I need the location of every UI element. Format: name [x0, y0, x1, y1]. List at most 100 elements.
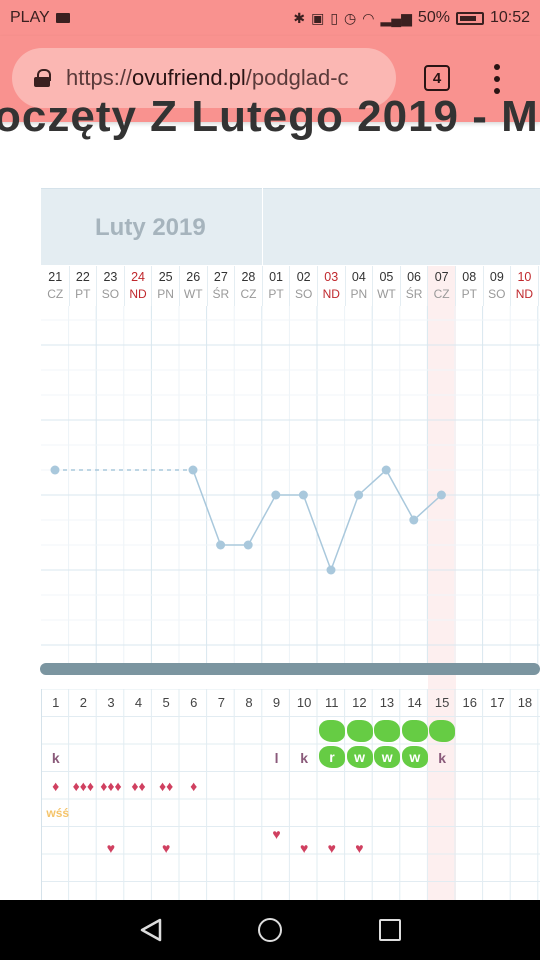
day-number: 07 [434, 270, 449, 284]
day-header-08[interactable]: 08 PT [456, 266, 484, 306]
day-number: 26 [186, 270, 201, 284]
back-icon[interactable] [140, 918, 162, 942]
cycle-day-number: 18 [517, 695, 533, 710]
mucus-blob-icon [346, 746, 373, 768]
day-number: 10 [517, 270, 532, 284]
day-header-28[interactable]: 28 CZ [235, 266, 263, 306]
bleeding-drop-icon: ♦♦♦ [72, 778, 95, 794]
heart-icon: ♥ [327, 840, 336, 856]
heart-icon: ♥ [272, 826, 281, 842]
url-text[interactable]: https://ovufriend.pl/podglad-c [66, 65, 349, 91]
day-weekday: ŚR [405, 287, 423, 301]
day-number: 21 [48, 270, 63, 284]
cycle-day-number: 11 [325, 695, 339, 710]
month-separator [262, 188, 263, 265]
cycle-day-number: 16 [462, 695, 477, 710]
day-header-03[interactable]: 03 ND [318, 266, 346, 306]
day-header-23[interactable]: 23 SO [97, 266, 125, 306]
carrier-label: PLAY [10, 9, 50, 26]
heart-icon: ♥ [299, 840, 309, 856]
day-weekday: SO [488, 287, 506, 301]
day-header-21[interactable]: 21 CZ [42, 266, 70, 306]
chart-point-21 [50, 465, 60, 475]
signal-icon: ▂▄▆ [380, 9, 412, 26]
day-number: 24 [131, 270, 145, 284]
cycle-day-number: 13 [379, 695, 395, 710]
mucus-blob-icon [319, 720, 345, 742]
chart-point-07 [436, 490, 446, 500]
battery-percent: 50% [417, 9, 450, 26]
wifi-icon: ◠ [362, 9, 375, 26]
home-icon[interactable] [258, 918, 282, 942]
day-header-04[interactable]: 04 PN [346, 266, 374, 306]
bleeding-drop-icon: ♦ [190, 778, 198, 794]
bleeding-drop-icon: ♦♦ [158, 778, 174, 794]
cycle-day-number: 4 [134, 695, 143, 710]
day-header-10[interactable]: 10 ND [511, 266, 539, 306]
horizontal-scrollbar[interactable] [40, 663, 540, 675]
day-number: 22 [75, 270, 90, 284]
day-header-06[interactable]: 06 ŚR [401, 266, 429, 306]
day-weekday: ND [322, 287, 340, 301]
status-bar: PLAY ✱ ▣ ▯ ◷ ◠ ▂▄▆ 50% 10:52 [0, 0, 540, 36]
bleeding-drop-icon: ♦♦ [131, 778, 146, 794]
mucus-blob-icon [346, 720, 373, 742]
month-header [41, 188, 540, 265]
day-number: 06 [407, 270, 421, 284]
cycle-day-number: 14 [407, 695, 422, 710]
chart-point-05 [381, 465, 391, 475]
day-header-25[interactable]: 25 PN [152, 266, 180, 306]
day-header-27[interactable]: 27 ŚR [208, 266, 236, 306]
day-weekday: PN [350, 287, 368, 301]
day-header-05[interactable]: 05 WT [373, 266, 401, 306]
blob-letter-w: w [381, 749, 393, 765]
cycle-day-number: 7 [217, 695, 225, 710]
heart-icon: ♥ [106, 840, 116, 856]
today-highlight-column [428, 266, 456, 900]
day-header-09[interactable]: 09 SO [484, 266, 512, 306]
alarm-icon: ◷ [344, 9, 357, 26]
day-header-24[interactable]: 24 ND [125, 266, 153, 306]
cycle-day-number: 12 [352, 695, 367, 710]
day-header-07[interactable]: 07 CZ [428, 266, 456, 306]
day-header-26[interactable]: 26 WT [180, 266, 208, 306]
day-weekday: CZ [433, 287, 450, 301]
cycle-day-number: 2 [79, 695, 87, 710]
chart-series-line [192, 468, 442, 573]
heart-icon: ♥ [161, 840, 171, 856]
day-weekday: CZ [47, 287, 64, 301]
vibrate-icon: ▯ [330, 9, 339, 26]
page-title: oczęty Z Lutego 2019 - Mack [0, 92, 540, 141]
recent-apps-icon[interactable] [379, 919, 401, 941]
cycle-day-number: 5 [162, 695, 170, 710]
chart-point-26 [188, 465, 198, 475]
address-bar[interactable]: https://ovufriend.pl/podglad-c [12, 48, 396, 108]
url-host: ovufriend.pl [132, 65, 246, 90]
mucus-blob-icon [401, 720, 428, 742]
mark-k: k [51, 750, 60, 766]
day-header-22[interactable]: 22 PT [70, 266, 98, 306]
overflow-menu-icon[interactable] [490, 64, 504, 94]
day-number: 09 [489, 270, 504, 284]
cycle-day-number: 8 [245, 695, 253, 710]
url-scheme: https:// [66, 65, 133, 90]
day-number: 25 [158, 270, 173, 284]
temperature-chart [41, 306, 540, 666]
day-number: 23 [103, 270, 118, 284]
day-header-02[interactable]: 02 SO [290, 266, 318, 306]
day-weekday: PT [268, 287, 284, 301]
day-weekday: ND [515, 287, 534, 301]
chart-point-27 [216, 540, 226, 550]
cycle-day-number: 10 [296, 695, 312, 710]
day-number: 02 [296, 270, 311, 284]
bleeding-drop-icon: ♦♦♦ [100, 778, 122, 794]
mail-icon [55, 13, 70, 23]
cycle-day-number: 6 [190, 695, 198, 710]
clock: 10:52 [489, 9, 530, 26]
day-number: 28 [241, 270, 256, 284]
chart-point-06 [409, 515, 419, 525]
mucus-blob-icon [374, 720, 401, 742]
day-header-01[interactable]: 01 PT [263, 266, 291, 306]
tab-switcher-button[interactable]: 4 [424, 65, 450, 91]
day-weekday: WT [377, 287, 396, 301]
